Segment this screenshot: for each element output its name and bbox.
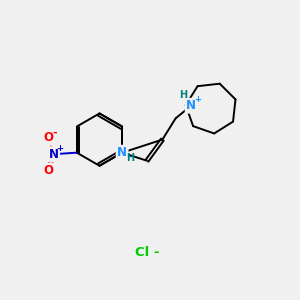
Text: H: H xyxy=(126,153,134,163)
Text: N: N xyxy=(117,146,127,159)
Text: +: + xyxy=(56,144,63,153)
Text: +: + xyxy=(194,95,201,104)
Text: Cl -: Cl - xyxy=(135,246,159,259)
Text: N: N xyxy=(49,148,58,161)
Text: O: O xyxy=(43,131,53,144)
Text: O: O xyxy=(43,164,53,177)
Text: H: H xyxy=(179,90,187,100)
Text: N: N xyxy=(186,99,196,112)
Text: -: - xyxy=(52,128,57,137)
